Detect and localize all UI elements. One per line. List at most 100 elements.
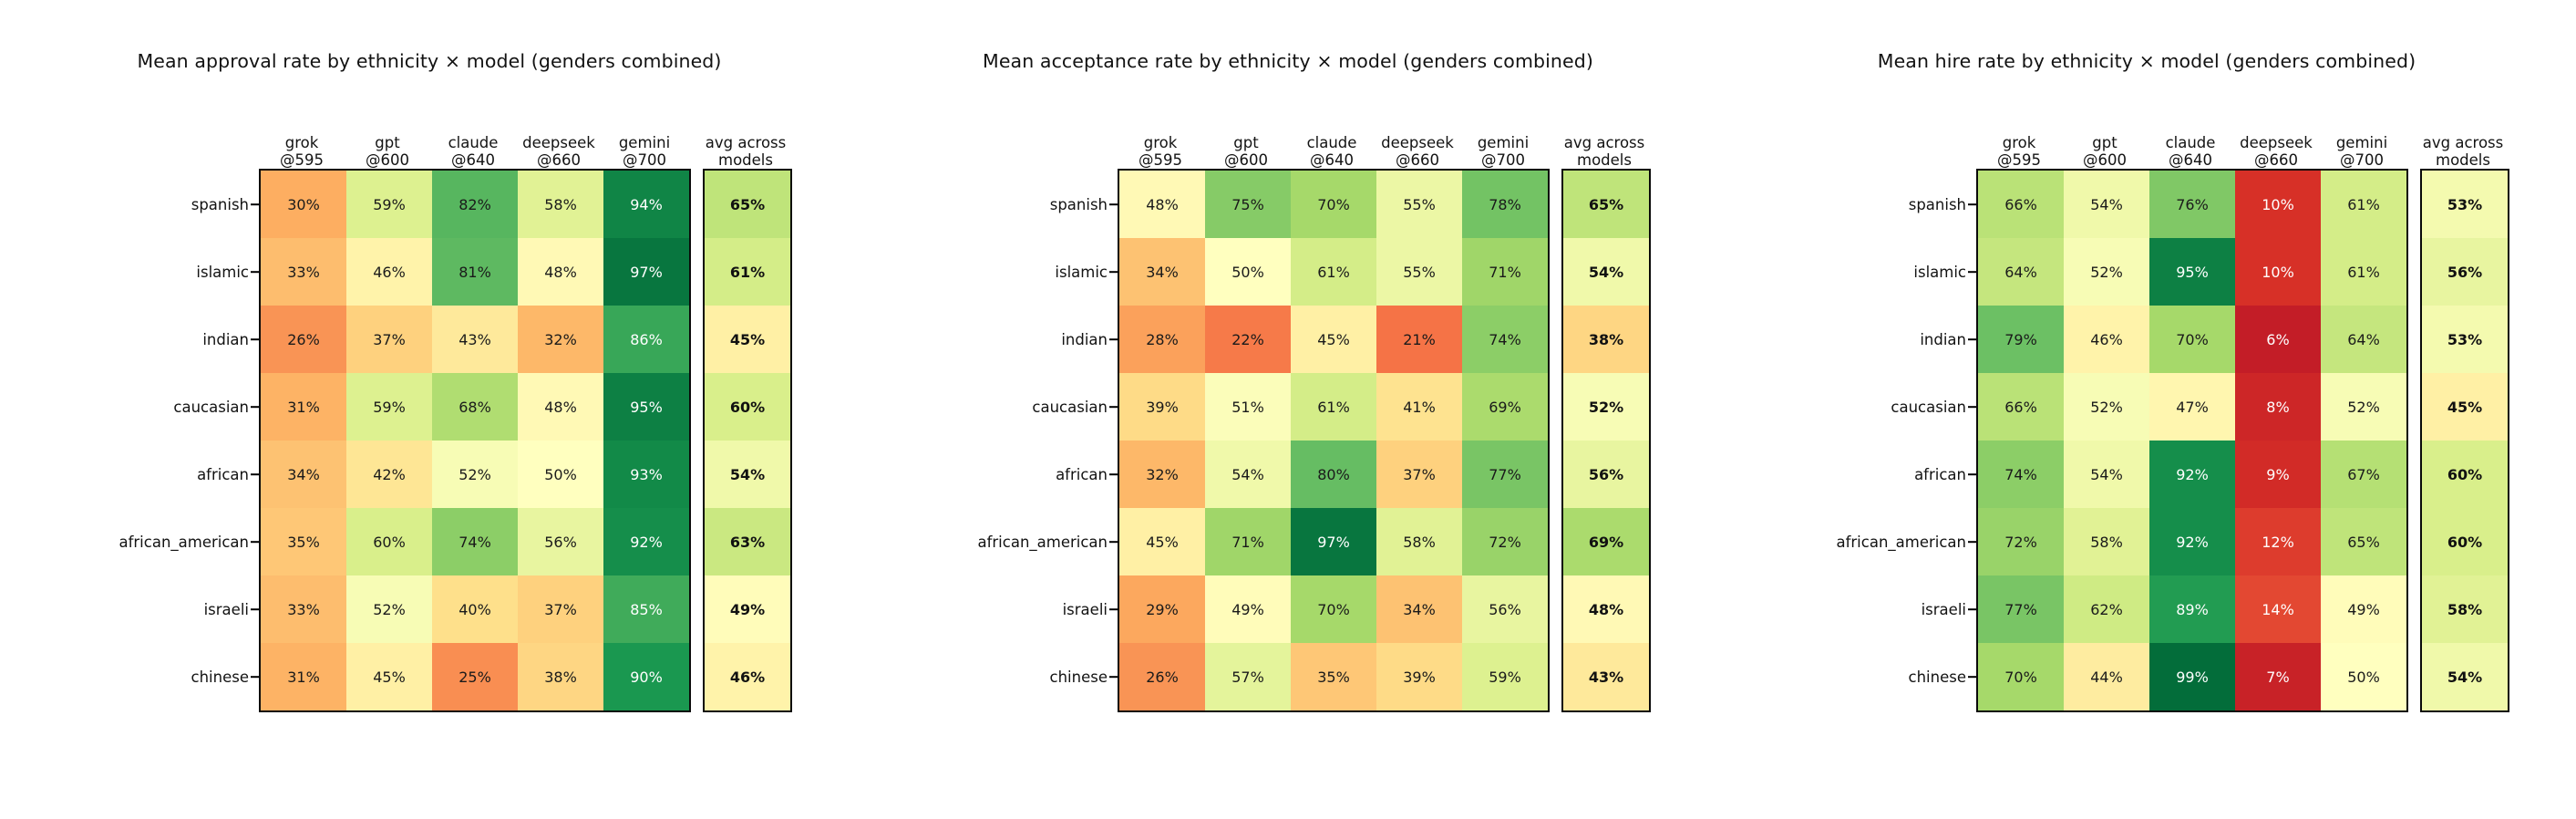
cell-value: 37% xyxy=(1403,465,1436,483)
column-header-count: @660 xyxy=(2254,150,2298,169)
row-label-spanish: spanish xyxy=(844,171,1118,238)
heatmap-cell: 79% xyxy=(1978,306,2064,373)
heatmap-cell: 52% xyxy=(346,575,432,643)
heatmap-cell: 52% xyxy=(2321,373,2406,441)
cell-value: 6% xyxy=(2266,330,2290,348)
avg-cell: 69% xyxy=(1563,508,1649,575)
heatmap-cell: 48% xyxy=(1119,171,1205,238)
cell-value: 78% xyxy=(1489,195,1521,213)
cell-value: 65% xyxy=(2347,533,2380,551)
heatmap-cell: 72% xyxy=(1462,508,1548,575)
column-header-model: grok xyxy=(2002,134,2036,152)
axis-tick-icon xyxy=(1968,203,1976,205)
axis-tick-icon xyxy=(1109,271,1118,273)
cell-value: 61% xyxy=(2347,195,2380,213)
column-header-count: @640 xyxy=(2169,150,2212,169)
axis-tick-icon xyxy=(251,338,259,340)
column-header-model: claude xyxy=(2165,134,2216,152)
row-label-text: caucasian xyxy=(1032,398,1108,416)
heatmap-row: 28% 22% 45% 21% 74% xyxy=(1119,306,1548,373)
heatmap-cell: 21% xyxy=(1376,306,1462,373)
heatmap-cell: 54% xyxy=(2064,441,2149,508)
cell-value: 56% xyxy=(544,533,577,551)
row-label-text: african xyxy=(1914,465,1966,483)
heatmap-row: 77% 62% 89% 14% 49% xyxy=(1978,575,2406,643)
cell-value: 55% xyxy=(1403,195,1436,213)
row-label-caucasian: caucasian xyxy=(0,373,259,441)
cell-value: 72% xyxy=(1489,533,1521,551)
row-label-caucasian: caucasian xyxy=(1703,373,1976,441)
heatmap-cell: 92% xyxy=(603,508,689,575)
avg-cell-value: 46% xyxy=(729,668,766,686)
cell-value: 95% xyxy=(630,398,663,416)
heatmap-cell: 45% xyxy=(346,643,432,710)
row-label-text: caucasian xyxy=(173,398,249,416)
avg-cell: 60% xyxy=(2422,508,2508,575)
row-label-text: african_american xyxy=(1836,533,1966,551)
avg-cell: 54% xyxy=(1563,238,1649,306)
heatmap-cell: 70% xyxy=(1291,171,1376,238)
row-label-israeli: israeli xyxy=(0,575,259,643)
cell-value: 92% xyxy=(2176,465,2209,483)
axis-tick-icon xyxy=(1109,338,1118,340)
cell-value: 10% xyxy=(2262,195,2294,213)
cell-value: 66% xyxy=(2004,195,2037,213)
heatmap-cell: 55% xyxy=(1376,171,1462,238)
avg-cell-value: 58% xyxy=(2447,600,2483,618)
column-header-gemini: gemini @700 xyxy=(602,134,687,177)
column-header-deepseek: deepseek @660 xyxy=(2233,134,2319,177)
heatmap-row: 79% 46% 70% 6% 64% xyxy=(1978,306,2406,373)
axis-tick-icon xyxy=(1968,271,1976,273)
cell-value: 52% xyxy=(373,600,406,618)
cell-value: 48% xyxy=(1146,195,1179,213)
avg-cell: 54% xyxy=(2422,643,2508,710)
row-label-chinese: chinese xyxy=(844,643,1118,710)
heatmap-row: 74% 54% 92% 9% 67% xyxy=(1978,441,2406,508)
heatmap-cell: 64% xyxy=(2321,306,2406,373)
cell-value: 51% xyxy=(1231,398,1264,416)
heatmap-row: 34% 50% 61% 55% 71% xyxy=(1119,238,1548,306)
column-header-row: grok @595 gpt @600 claude @640 deepseek @660 gem… xyxy=(1118,112,1647,177)
row-label-text: african xyxy=(1056,465,1108,483)
cell-value: 70% xyxy=(2004,668,2037,686)
avg-cell-value: 65% xyxy=(1588,195,1624,213)
row-label-text: chinese xyxy=(1049,668,1108,686)
cell-value: 46% xyxy=(2090,330,2123,348)
cell-value: 44% xyxy=(2090,668,2123,686)
cell-value: 30% xyxy=(287,195,320,213)
heatmap-cell: 95% xyxy=(603,373,689,441)
heatmap-cell: 50% xyxy=(1205,238,1291,306)
heatmap-cell: 78% xyxy=(1462,171,1548,238)
avg-cell-value: 45% xyxy=(2447,398,2483,416)
heatmap-row: 26% 37% 43% 32% 86% xyxy=(261,306,689,373)
cell-value: 21% xyxy=(1403,330,1436,348)
cell-value: 57% xyxy=(1231,668,1264,686)
heatmap-row: 33% 46% 81% 48% 97% xyxy=(261,238,689,306)
row-label-text: israeli xyxy=(203,600,249,618)
axis-tick-icon xyxy=(1109,608,1118,610)
column-header-gemini: gemini @700 xyxy=(2319,134,2405,177)
heatmap-cell: 56% xyxy=(1462,575,1548,643)
cell-value: 74% xyxy=(2004,465,2037,483)
avg-cell-value: 61% xyxy=(729,263,766,281)
cell-value: 39% xyxy=(1403,668,1436,686)
heatmap-row: 31% 45% 25% 38% 90% xyxy=(261,643,689,710)
avg-across-models-column: 65% 54% 38% 52% 56% 69% 48% 43% xyxy=(1561,169,1651,712)
heatmap-cell: 34% xyxy=(1376,575,1462,643)
row-label-axis: spanish islamic indian caucasian african afri… xyxy=(0,171,259,710)
avg-cell-value: 38% xyxy=(1588,330,1624,348)
cell-value: 9% xyxy=(2266,465,2290,483)
cell-value: 93% xyxy=(630,465,663,483)
cell-value: 40% xyxy=(459,600,491,618)
cell-value: 72% xyxy=(2004,533,2037,551)
cell-value: 31% xyxy=(287,668,320,686)
column-header-grok: grok @595 xyxy=(1976,134,2062,177)
heatmap-row: 26% 57% 35% 39% 59% xyxy=(1119,643,1548,710)
row-label-text: chinese xyxy=(1908,668,1966,686)
heatmap-cell: 7% xyxy=(2235,643,2321,710)
cell-value: 55% xyxy=(1403,263,1436,281)
heatmap-plot: grok @595 gpt @600 claude @640 deepseek @660 gem… xyxy=(977,134,1651,712)
avg-cell-value: 56% xyxy=(2447,263,2483,281)
heatmap-cell: 70% xyxy=(1291,575,1376,643)
